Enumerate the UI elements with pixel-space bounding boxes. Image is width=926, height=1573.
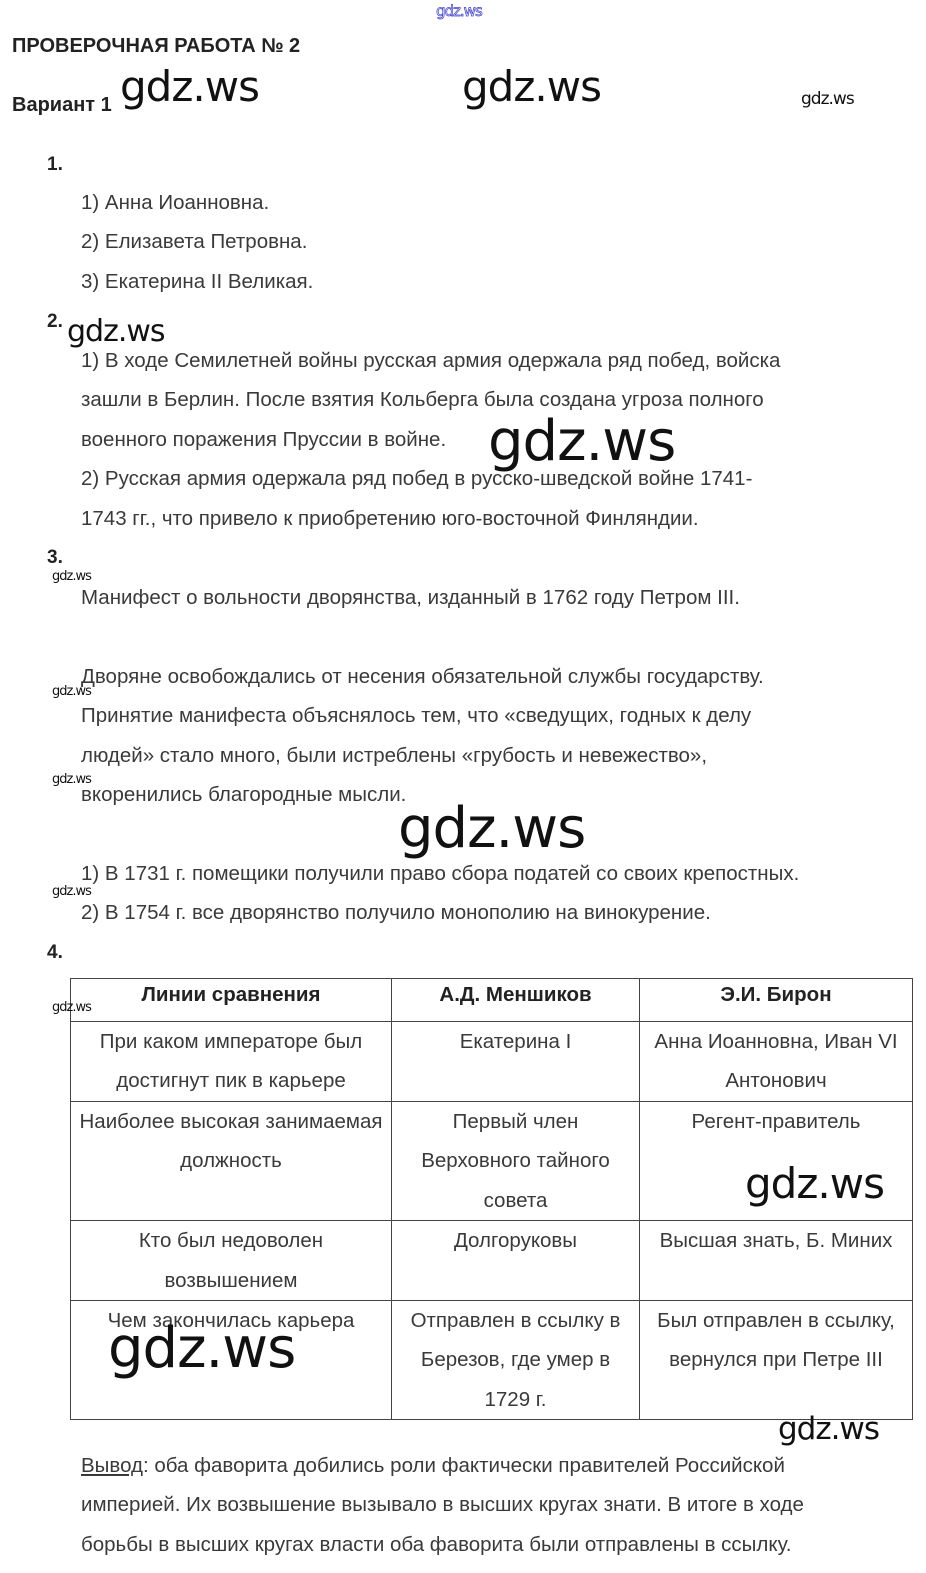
table-cell: Был отправлен в ссылку, вернулся при Пет… (639, 1300, 913, 1421)
text-line: военного поражения Пруссии в войне. (81, 427, 447, 451)
table-cell: Долгоруковы (391, 1220, 640, 1302)
table-cell: Наиболее высокая занимаемая должность (70, 1100, 392, 1222)
list-item: 2) В 1754 г. все дворянство получило мон… (81, 901, 711, 925)
table-cell: Кто был недоволен возвышением (70, 1220, 392, 1302)
table-header-row: Линии сравнения А.Д. Меншиков Э.И. Бирон (70, 978, 913, 1022)
table-cell: Первый член Верховного тайного совета (391, 1100, 640, 1222)
list-item: 1) В 1731 г. помещики получили право сбо… (81, 861, 800, 885)
table-cell: Екатерина I (391, 1021, 640, 1102)
table-cell: Анна Иоанновна, Иван VI Антонович (639, 1021, 913, 1102)
text-line: вкоренились благородные мысли. (81, 783, 407, 807)
page-title: ПРОВЕРОЧНАЯ РАБОТА № 2 (12, 35, 301, 57)
q2-number: 2. (47, 311, 63, 332)
watermark: gdz.ws (120, 62, 260, 111)
q1-number: 1. (47, 154, 63, 175)
text-line: людей» стало много, были истреблены «гру… (81, 743, 708, 767)
watermark: gdz.ws (52, 569, 92, 584)
text-line: 1743 гг., что привело к приобретению юго… (81, 506, 699, 530)
text-line: Принятие манифеста объяснялось тем, что … (81, 704, 752, 728)
conclusion-label: Вывод (81, 1454, 143, 1477)
text-line: Дворяне освобождались от несения обязате… (81, 664, 764, 688)
text-line: 2) Русская армия одержала ряд побед в ру… (81, 467, 753, 491)
table-row: Наиболее высокая занимаемая должность Пе… (70, 1100, 913, 1222)
watermark: gdz.ws (745, 1159, 885, 1208)
q1-answers: 1) Анна Иоанновна. 2) Елизавета Петровна… (81, 183, 313, 301)
watermark: gdz.ws (778, 1411, 880, 1447)
text-line: зашли в Берлин. После взятия Кольберга б… (81, 388, 764, 412)
list-item: 2) Елизавета Петровна. (81, 230, 308, 254)
q3-number: 3. (47, 547, 63, 568)
table-header: Э.И. Бирон (639, 978, 913, 1022)
table-cell: При каком императоре был достигнут пик в… (70, 1021, 392, 1102)
watermark: gdz.ws (801, 89, 855, 109)
watermark: gdz.ws (108, 1316, 296, 1381)
table-row: Чем закончилась карьера Отправлен в ссыл… (70, 1300, 913, 1421)
table-row: Кто был недоволен возвышением Долгоруков… (70, 1220, 913, 1302)
table-cell: Регент-правитель (639, 1100, 913, 1222)
list-item: 1) Анна Иоанновна. (81, 191, 270, 214)
watermark: gdz.ws (488, 409, 676, 474)
text-line: империей. Их возвышение вызывало в высши… (81, 1493, 804, 1517)
watermark: gdz.ws (52, 1000, 92, 1015)
table-row: При каком императоре был достигнут пик в… (70, 1021, 913, 1102)
watermark: gdz.ws (52, 684, 92, 699)
list-item: 3) Екатерина II Великая. (81, 269, 314, 293)
watermark: gdz.ws (52, 884, 92, 899)
text-line: 1) В ходе Семилетней войны русская армия… (81, 349, 781, 372)
watermark: gdz.ws (436, 2, 483, 20)
q3-answer: Манифест о вольности дворянства, изданны… (81, 578, 799, 933)
table-header: Линии сравнения (70, 978, 392, 1022)
watermark: gdz.ws (52, 772, 92, 787)
conclusion: Вывод: оба фаворита добились роли фактич… (81, 1446, 804, 1564)
table-cell: Чем закончилась карьера (70, 1300, 392, 1421)
text-line: борьбы в высших кругах власти оба фавори… (81, 1532, 792, 1556)
watermark: gdz.ws (398, 796, 586, 861)
comparison-table: Линии сравнения А.Д. Меншиков Э.И. Бирон… (70, 978, 913, 1421)
table-cell: Отправлен в ссылку в Березов, где умер в… (391, 1300, 640, 1421)
text-line: Манифест о вольности дворянства, изданны… (81, 586, 740, 609)
q4-number: 4. (47, 942, 63, 963)
watermark: gdz.ws (462, 62, 602, 111)
table-cell: Высшая знать, Б. Миних (639, 1220, 913, 1302)
watermark: gdz.ws (67, 314, 166, 349)
q2-answer: 1) В ходе Семилетней войны русская армия… (81, 341, 780, 538)
text-line: : оба фаворита добились роли фактически … (142, 1454, 785, 1477)
table-header: А.Д. Меншиков (391, 978, 640, 1022)
variant-label: Вариант 1 (12, 94, 112, 116)
